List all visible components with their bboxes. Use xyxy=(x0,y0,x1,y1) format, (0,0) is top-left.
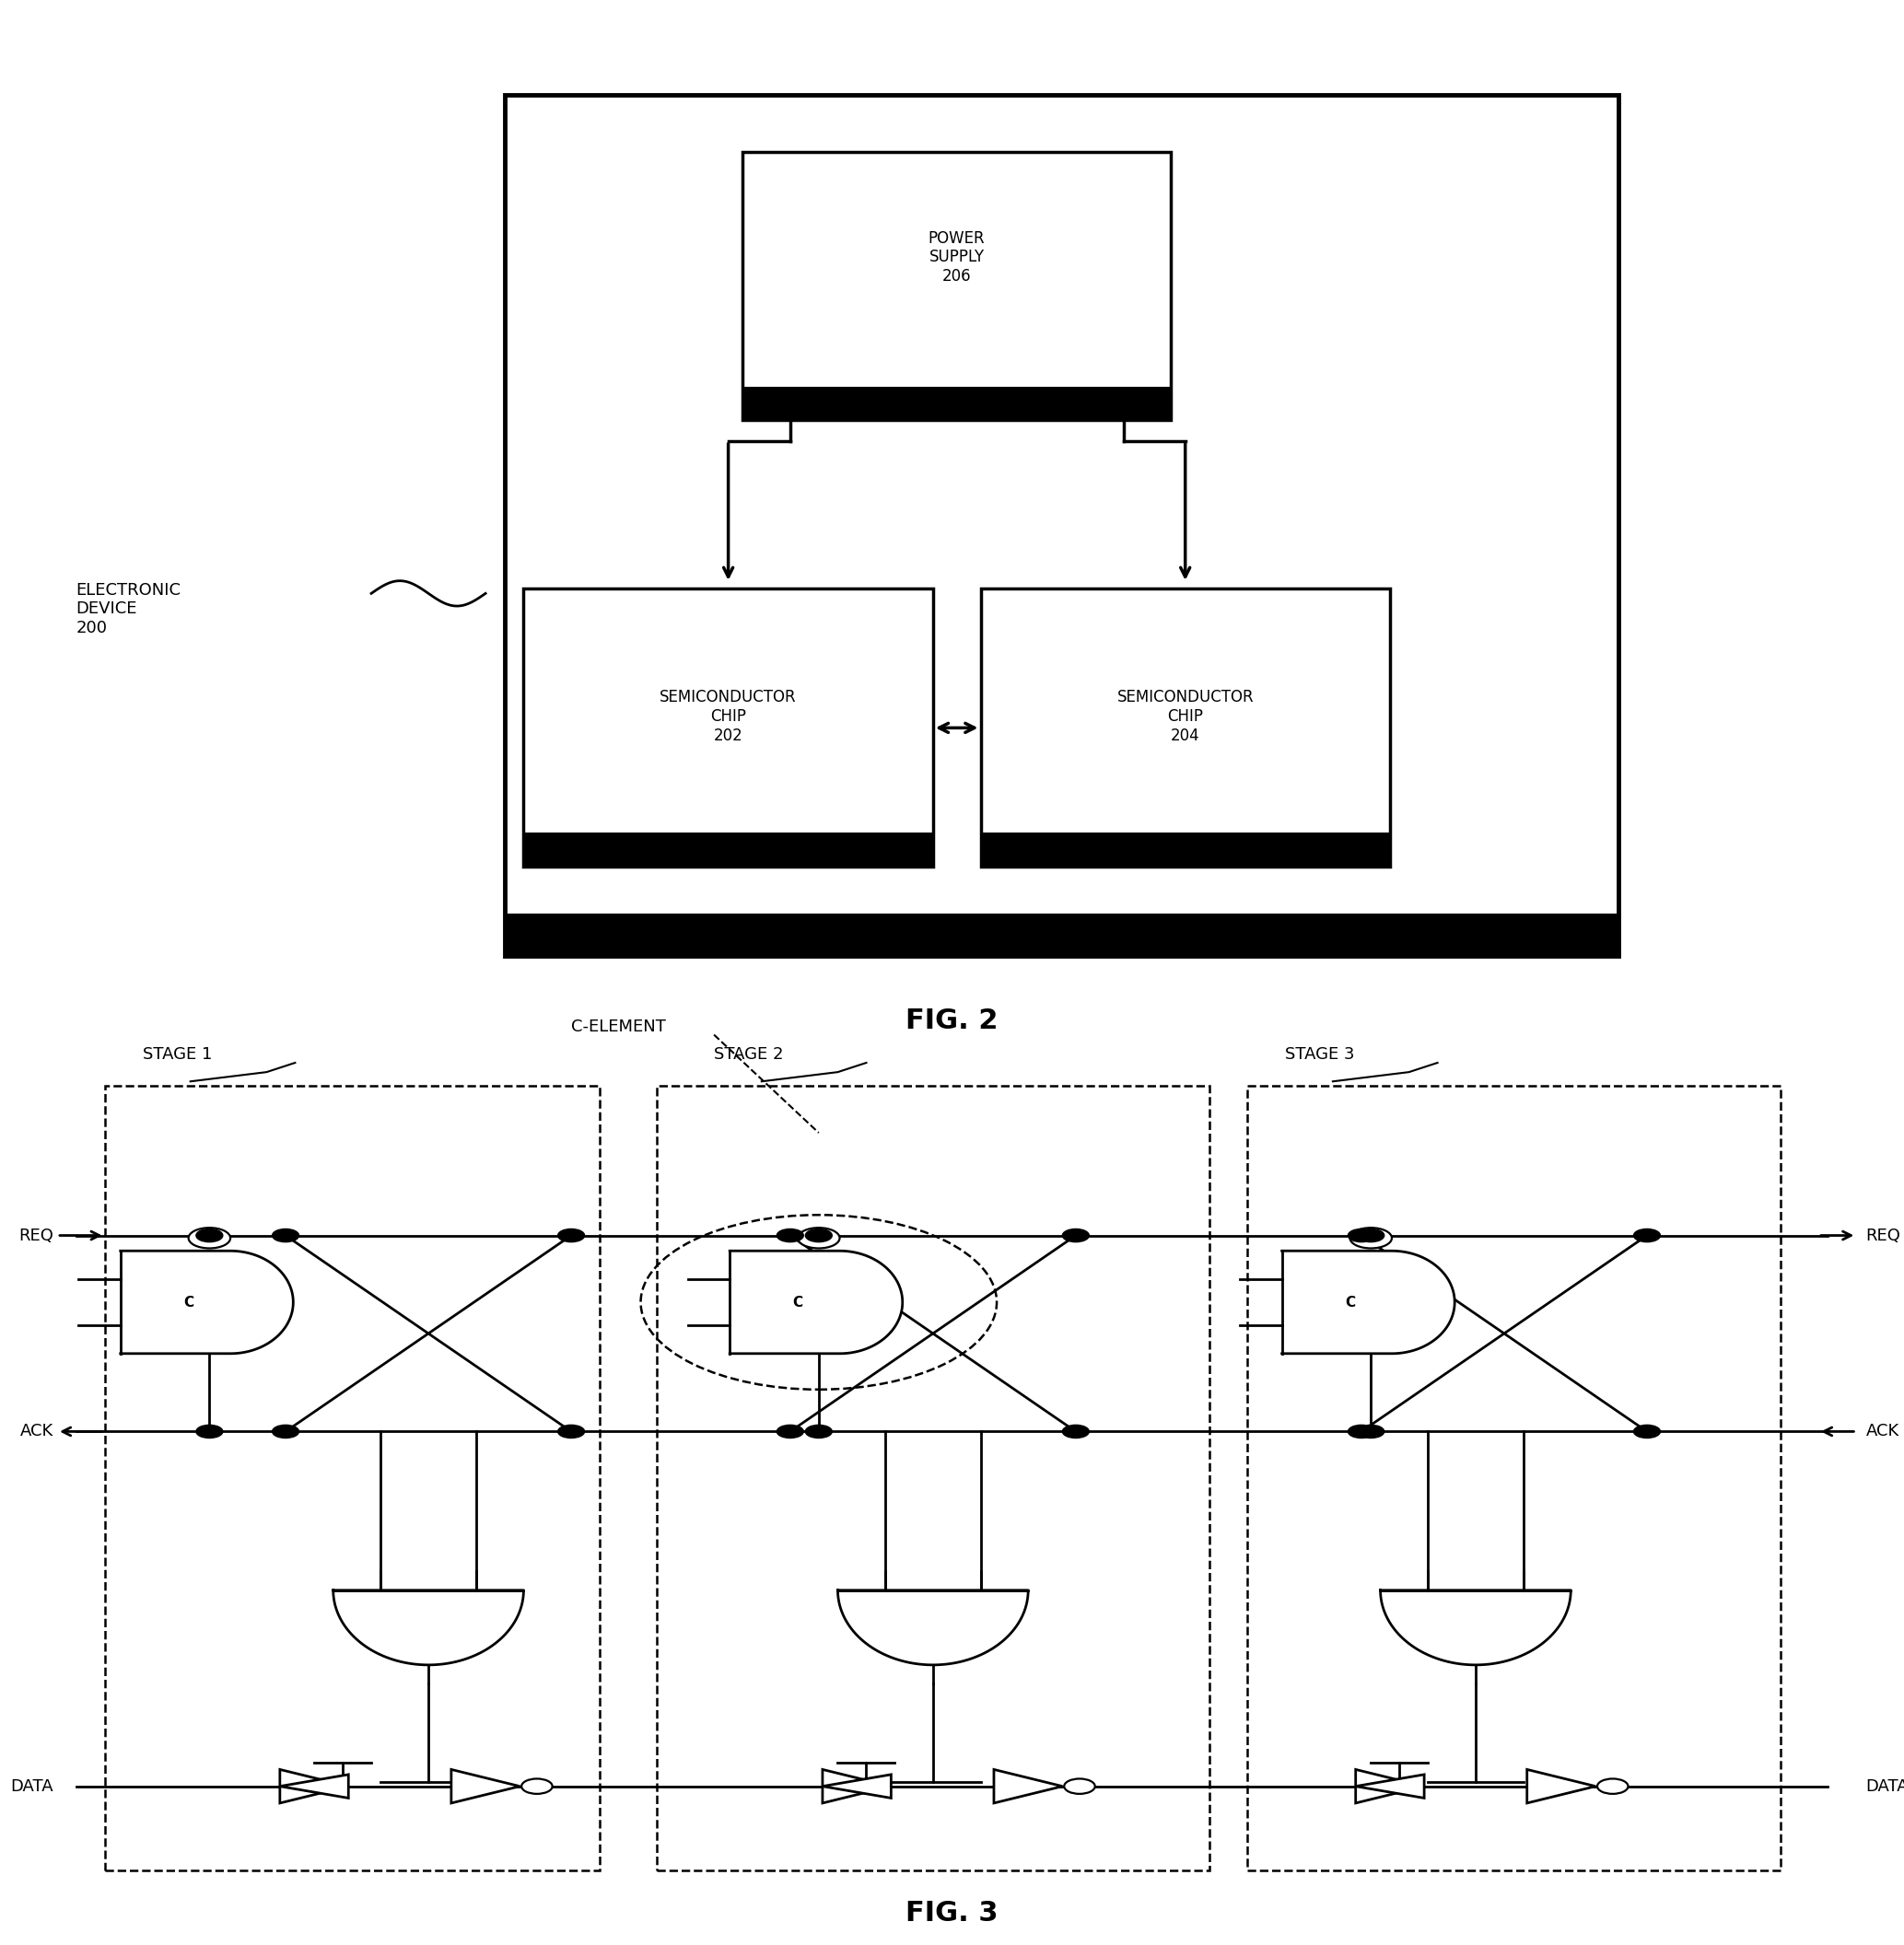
Text: C: C xyxy=(183,1295,194,1309)
Circle shape xyxy=(1062,1229,1089,1243)
Polygon shape xyxy=(280,1774,348,1797)
Circle shape xyxy=(1358,1426,1384,1437)
Bar xyxy=(981,832,1390,867)
Bar xyxy=(1247,1085,1780,1871)
Circle shape xyxy=(272,1426,299,1437)
Text: DATA: DATA xyxy=(10,1778,53,1795)
Circle shape xyxy=(188,1227,230,1249)
Circle shape xyxy=(558,1426,585,1437)
Text: C-ELEMENT: C-ELEMENT xyxy=(571,1017,666,1035)
Text: ELECTRONIC
DEVICE
200: ELECTRONIC DEVICE 200 xyxy=(76,582,181,636)
Bar xyxy=(743,152,1171,420)
Bar xyxy=(505,95,1618,955)
Circle shape xyxy=(805,1426,832,1437)
Polygon shape xyxy=(823,1774,891,1797)
Text: STAGE 1: STAGE 1 xyxy=(143,1046,211,1062)
Text: STAGE 2: STAGE 2 xyxy=(714,1046,784,1062)
Circle shape xyxy=(558,1229,585,1243)
Text: POWER
SUPPLY
206: POWER SUPPLY 206 xyxy=(929,230,984,284)
Polygon shape xyxy=(451,1770,520,1803)
Circle shape xyxy=(1348,1229,1375,1243)
Text: REQ: REQ xyxy=(1866,1227,1900,1243)
Bar xyxy=(105,1085,600,1871)
Circle shape xyxy=(777,1426,803,1437)
Circle shape xyxy=(272,1229,299,1243)
Circle shape xyxy=(1634,1426,1660,1437)
Text: FIG. 3: FIG. 3 xyxy=(906,1900,998,1926)
Polygon shape xyxy=(838,1591,1028,1665)
Text: C: C xyxy=(1344,1295,1356,1309)
Bar xyxy=(981,587,1390,867)
Text: DATA: DATA xyxy=(1866,1778,1904,1795)
Circle shape xyxy=(798,1227,840,1249)
Bar xyxy=(524,832,933,867)
Text: REQ: REQ xyxy=(19,1227,53,1243)
Text: SEMICONDUCTOR
CHIP
202: SEMICONDUCTOR CHIP 202 xyxy=(661,689,796,743)
Text: ACK: ACK xyxy=(19,1424,53,1439)
Text: C: C xyxy=(792,1295,803,1309)
Polygon shape xyxy=(1527,1770,1596,1803)
Bar xyxy=(524,587,933,867)
Circle shape xyxy=(777,1229,803,1243)
Circle shape xyxy=(1064,1780,1095,1793)
Polygon shape xyxy=(823,1770,891,1803)
Text: STAGE 3: STAGE 3 xyxy=(1285,1046,1356,1062)
Bar xyxy=(743,387,1171,420)
Polygon shape xyxy=(333,1591,524,1665)
Text: FIG. 2: FIG. 2 xyxy=(906,1008,998,1035)
Circle shape xyxy=(1062,1426,1089,1437)
Circle shape xyxy=(1348,1426,1375,1437)
Polygon shape xyxy=(1281,1251,1455,1354)
Circle shape xyxy=(1634,1229,1660,1243)
Bar xyxy=(657,1085,1209,1871)
Bar xyxy=(505,914,1618,955)
Polygon shape xyxy=(994,1770,1062,1803)
Circle shape xyxy=(196,1426,223,1437)
Polygon shape xyxy=(1356,1774,1424,1797)
Circle shape xyxy=(1350,1227,1392,1249)
Circle shape xyxy=(522,1780,552,1793)
Circle shape xyxy=(805,1229,832,1243)
Circle shape xyxy=(1358,1229,1384,1243)
Polygon shape xyxy=(280,1770,348,1803)
Text: ACK: ACK xyxy=(1866,1424,1900,1439)
Polygon shape xyxy=(1380,1591,1571,1665)
Circle shape xyxy=(196,1229,223,1243)
Polygon shape xyxy=(729,1251,902,1354)
Text: SEMICONDUCTOR
CHIP
204: SEMICONDUCTOR CHIP 204 xyxy=(1118,689,1253,743)
Circle shape xyxy=(1597,1780,1628,1793)
Polygon shape xyxy=(1356,1770,1424,1803)
Polygon shape xyxy=(120,1251,293,1354)
